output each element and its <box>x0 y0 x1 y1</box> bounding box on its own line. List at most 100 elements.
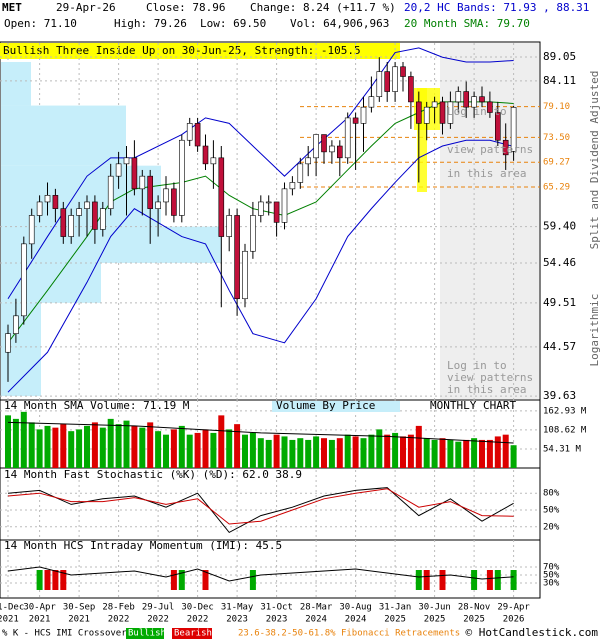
candle-body <box>297 163 304 183</box>
close: Close: 78.96 <box>146 1 225 14</box>
volume-bar <box>423 438 430 468</box>
volume-bar <box>210 432 217 468</box>
imi-signal <box>52 570 59 590</box>
y-tick-label: 59.40 <box>543 220 576 233</box>
x-tick-label: 30-Jun <box>418 603 451 613</box>
volume-bar <box>107 418 114 468</box>
open: Open: 71.10 <box>4 17 77 30</box>
volume-bar <box>91 422 98 468</box>
y-tick-label: 30% <box>543 579 560 589</box>
volume-bar <box>376 429 383 468</box>
date: 29-Apr-26 <box>56 1 116 14</box>
footer-legend: % K - HCS IMI Crossover, <box>2 629 132 639</box>
volume-bar <box>28 422 35 468</box>
volume-bar <box>170 429 177 468</box>
volume-bar <box>194 432 201 468</box>
y-tick-label: 70% <box>543 563 560 573</box>
volume-bar <box>510 445 517 468</box>
volume-bar <box>305 439 312 468</box>
candle-body <box>218 157 225 237</box>
volume-bar <box>352 436 359 468</box>
imi-signal <box>36 570 43 590</box>
volume-by-price-bar <box>1 61 31 106</box>
y-tick-label: 84.11 <box>543 74 576 87</box>
candle-body <box>84 201 90 209</box>
x-tick-label: 2021 <box>0 615 19 625</box>
candle-body <box>28 215 35 245</box>
x-tick-label: 2021 <box>68 615 90 625</box>
volume-by-price-bar <box>1 105 126 166</box>
x-tick-label: 2024 <box>305 615 327 625</box>
x-tick-label: 28-Mar <box>300 603 333 613</box>
credit: © HotCandlestick.com <box>466 626 599 639</box>
candle-body <box>36 201 43 216</box>
imi-signal <box>202 570 209 590</box>
imi-signal <box>178 570 185 590</box>
bands-label: 20,2 HC Bands: 71.93 , 88.31 <box>404 1 589 14</box>
candle-body <box>455 91 462 103</box>
pattern-banner: Bullish Three Inside Up on 30-Jun-25, St… <box>3 44 361 57</box>
volume-bar <box>328 439 335 468</box>
fib-label: 73.50 <box>543 133 570 143</box>
volume-bar <box>226 429 233 468</box>
volume-bar <box>400 436 406 468</box>
candle-body <box>107 175 114 209</box>
locked-text: Log in to <box>447 359 507 372</box>
candle-body <box>400 66 406 77</box>
side-label: Logarithmic <box>588 294 600 367</box>
volume-bar <box>68 431 75 468</box>
candle-body <box>163 188 169 203</box>
candle-body <box>186 123 193 141</box>
candle-body <box>226 215 232 237</box>
volume-bar <box>321 438 327 468</box>
x-tick-label: 2022 <box>147 615 169 625</box>
stochastic-line <box>7 488 514 525</box>
volume-bar <box>218 415 225 468</box>
imi-panel <box>0 539 541 599</box>
candle-body <box>100 208 106 230</box>
stochastic-line <box>7 487 514 534</box>
volume-bar <box>313 436 320 468</box>
x-tick-label: 30-Dec <box>181 603 214 613</box>
y-tick-label: 80% <box>543 489 560 499</box>
panel-title: 14 Month HCS Intraday Momentum (IMI): 45… <box>4 539 282 552</box>
locked-text: in this area <box>447 167 526 180</box>
imi-signal <box>494 570 501 590</box>
imi-signal <box>60 570 67 590</box>
volume-bar <box>265 439 272 468</box>
candle-body <box>179 139 185 216</box>
volume-bar <box>99 427 106 468</box>
y-tick-label: 162.93 M <box>543 406 587 416</box>
volume-bar <box>447 439 454 468</box>
volume-bar <box>415 425 422 468</box>
candle-body <box>194 123 201 147</box>
volume-bar <box>392 432 399 468</box>
sma-label: 20 Month SMA: 79.70 <box>404 17 530 30</box>
x-tick-label: 2023 <box>266 615 288 625</box>
volume-bar <box>60 424 67 468</box>
candle-body <box>376 71 383 97</box>
imi-signal <box>471 570 478 590</box>
band-lower <box>7 139 514 393</box>
candle-body <box>265 201 272 204</box>
candle-body <box>415 101 422 124</box>
band-upper <box>7 47 514 299</box>
candle-body <box>423 106 430 124</box>
pattern-highlight <box>417 88 427 192</box>
candle-body <box>68 215 74 237</box>
volume-bar <box>76 429 83 468</box>
volume-bar <box>273 434 280 468</box>
volume-bar <box>344 434 351 468</box>
candle-body <box>487 101 493 113</box>
candle-body <box>336 145 343 159</box>
x-tick-label: 31-Oct <box>260 603 293 613</box>
candle-body <box>76 208 82 216</box>
volume-bar <box>455 441 462 468</box>
imi-signal <box>44 570 51 590</box>
candle-body <box>273 201 280 223</box>
volume-bar <box>281 436 288 468</box>
volume-bar <box>202 429 209 468</box>
volume-bar <box>360 438 367 468</box>
volume-bar <box>115 424 122 468</box>
